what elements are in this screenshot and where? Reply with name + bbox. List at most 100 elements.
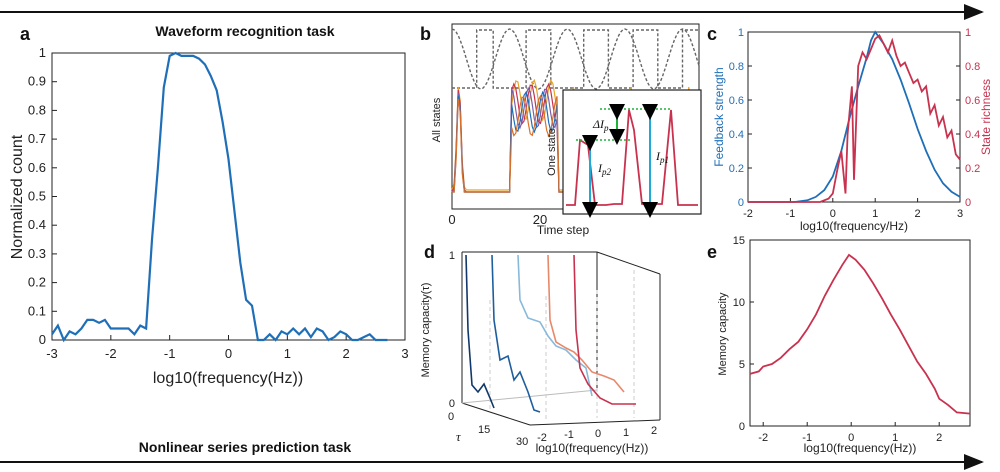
panel-e-ylabel: Memory capacity (717, 292, 729, 376)
panel-d-floor-bottom (529, 419, 661, 426)
panel-a-xtick-label: 3 (401, 346, 408, 361)
panel-c-ytick-right-label: 0.8 (965, 61, 980, 73)
panel-d-depth-label: τ (456, 429, 462, 444)
panel-d: 1 0 0 15 30 τ -2 -1 0 1 2 log10(frequenc… (420, 250, 661, 455)
panel-c-ytick-left-label: 0.6 (729, 95, 744, 107)
panel-a-ytick-label: 0.8 (28, 102, 46, 117)
task-title-top: Waveform recognition task (155, 23, 334, 39)
panel-e-axes-box (749, 239, 971, 427)
panel-e-ytick-label: 10 (733, 297, 745, 309)
panel-e-ytick-label: 15 (733, 235, 745, 247)
panel-c-xtick-label: -1 (786, 208, 796, 220)
panel-d-ylabel: Memory capacity(τ) (420, 283, 432, 378)
panel-c-xtick-label: -2 (743, 208, 753, 220)
panel-a-xtick-label: 1 (284, 346, 291, 361)
panel-d-trace (573, 254, 636, 405)
panel-e-xtick-label: -1 (802, 432, 812, 444)
panel-c-ytick-right-label: 0 (965, 197, 971, 209)
panel-label-d: d (424, 242, 435, 262)
panel-a-ytick-label: 0.5 (28, 189, 46, 204)
panel-d-xtick-2: 2 (651, 425, 657, 437)
panel-e-xtick-label: 0 (848, 432, 854, 444)
panel-label-e: e (707, 242, 717, 262)
panel-e-xtick-label: 1 (892, 432, 898, 444)
panel-b-delta-label: ΔIp (592, 117, 609, 133)
panel-d-xtick-1: 1 (623, 427, 629, 439)
panel-c-ytick-left-label: 0.2 (729, 163, 744, 175)
panel-e-xtick-label: -2 (758, 432, 768, 444)
panel-d-xlabel: log10(frequency(Hz)) (536, 441, 649, 455)
panel-d-xtick-0: 0 (595, 428, 601, 440)
panel-d-floor-front (461, 402, 531, 426)
panel-e-series-line (749, 253, 971, 415)
panel-d-trace (491, 254, 541, 413)
panel-b-ip2-label: Ip2 (597, 161, 612, 177)
panel-c-xlabel: log10(frequency/Hz) (800, 219, 908, 233)
panel-b-inset-ylabel: One state (546, 128, 558, 176)
panel-a-ytick-label: 0.1 (28, 303, 46, 318)
panel-a-ytick-label: 1 (39, 45, 46, 60)
panel-c-xtick-label: 2 (915, 208, 921, 220)
panel-e: -2 -1 0 1 2 0 5 10 15 log10(frequency(Hz)) Memor… (717, 235, 971, 455)
panel-c-ytick-right-label: 0.4 (965, 129, 980, 141)
panel-c-xtick-label: 3 (957, 208, 963, 220)
panel-d-depth-tick-0: 0 (448, 411, 454, 423)
panel-a-xtick-label: 0 (225, 346, 232, 361)
panel-c-richness-line (748, 33, 961, 203)
panel-a-ytick-label: 0.7 (28, 131, 46, 146)
panel-d-back-right-top (596, 251, 661, 275)
panel-a: -3 -2 -1 0 1 2 300.10.20.30.40.50.60.70.80.91 … (9, 45, 409, 387)
panel-a-ylabel: Normalized count (9, 134, 26, 259)
panel-a-ytick-label: 0.9 (28, 74, 46, 89)
panel-a-xtick-label: -2 (105, 346, 117, 361)
panel-a-xtick-label: -3 (46, 346, 58, 361)
panel-d-ztick-0: 0 (449, 398, 455, 410)
panel-b-xlabel: Time step (537, 223, 590, 237)
panel-d-trace (465, 254, 495, 409)
panel-a-xtick-label: 2 (343, 346, 350, 361)
panel-c-ytick-right-label: 0.6 (965, 95, 980, 107)
panel-b-xtick-0: 0 (448, 212, 455, 227)
panel-d-depth-tick-30: 30 (516, 436, 528, 448)
panel-a-series-line (51, 51, 388, 343)
panel-a-ytick-label: 0 (39, 332, 46, 347)
panel-e-xlabel: log10(frequency(Hz)) (804, 441, 917, 455)
panel-c-ytick-right-label: 1 (965, 27, 971, 39)
panel-e-xtick-label: 2 (936, 432, 942, 444)
panel-label-a: a (20, 24, 31, 44)
panel-label-c: c (707, 24, 717, 44)
panel-d-depth-tick-15: 15 (478, 424, 490, 436)
panel-e-ytick-label: 0 (739, 421, 745, 433)
panel-d-xtick-m1: -1 (564, 429, 574, 441)
panel-d-xtick-m2: -2 (537, 432, 547, 444)
panel-e-ytick-label: 5 (739, 359, 745, 371)
panel-c-ylabel-right: State richness (979, 79, 993, 155)
panel-b-square-wave (452, 29, 699, 89)
panel-a-xlabel: log10(frequency(Hz)) (153, 370, 303, 387)
panel-a-axes-box (51, 52, 406, 341)
panel-c-ytick-left-label: 0 (738, 197, 744, 209)
panel-c-ylabel-left: Feedback strength (712, 67, 726, 166)
panel-c-ytick-right-label: 0.2 (965, 163, 980, 175)
panel-d-trace (517, 254, 593, 397)
panel-c-xtick-label: 0 (830, 208, 836, 220)
panel-label-b: b (420, 24, 431, 44)
panel-a-ytick-label: 0.2 (28, 275, 46, 290)
panel-a-ytick-label: 0.4 (28, 217, 46, 232)
panel-c-ytick-left-label: 0.4 (729, 129, 744, 141)
panel-a-xtick-label: -1 (164, 346, 176, 361)
panel-c-ytick-left-label: 0.8 (729, 61, 744, 73)
panel-d-ztick-1: 1 (449, 250, 455, 262)
panel-a-ytick-label: 0.6 (28, 160, 46, 175)
panel-b-ylabel: All states (431, 97, 443, 142)
task-title-bottom: Nonlinear series prediction task (139, 439, 352, 455)
panel-b-sine-wave (451, 28, 700, 90)
panel-c-feedback-line (748, 30, 961, 203)
panel-a-ytick-label: 0.3 (28, 246, 46, 261)
panel-b-xtick-20: 20 (533, 212, 547, 227)
panel-c-xtick-label: 1 (872, 208, 878, 220)
panel-c-axes-box (747, 31, 961, 203)
panel-b: 0 20 Time step All states ΔIp Ip2 Ip1 On… (431, 23, 702, 237)
